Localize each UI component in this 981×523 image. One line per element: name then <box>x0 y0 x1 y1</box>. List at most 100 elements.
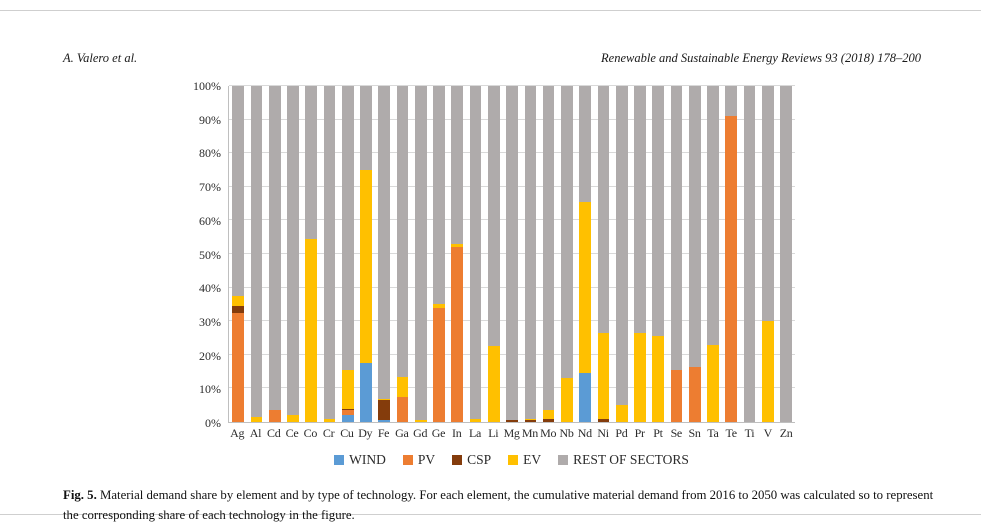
legend-swatch-icon <box>452 455 463 465</box>
bar-column-Pt <box>649 86 667 422</box>
bar-segment-ev <box>378 398 391 401</box>
y-tick-label: 30% <box>199 314 221 329</box>
bar-segment-rest-of-sectors <box>396 86 409 377</box>
bar-Te <box>725 86 738 422</box>
bar-Ni <box>597 86 610 422</box>
bar-Co <box>305 86 318 422</box>
bar-segment-rest-of-sectors <box>268 86 281 411</box>
y-tick-label: 90% <box>199 112 221 127</box>
bar-column-La <box>466 86 484 422</box>
bar-column-Mn <box>521 86 539 422</box>
bar-segment-ev <box>652 336 665 422</box>
bar-segment-wind <box>360 363 372 422</box>
x-tick-label-Li: Li <box>488 426 499 440</box>
bar-column-In <box>448 86 466 422</box>
bar-column-Ta <box>704 86 722 422</box>
x-tick-label-Ge: Ge <box>431 426 446 440</box>
bar-Fe <box>378 86 391 422</box>
bar-column-Zn <box>777 86 795 422</box>
legend-label: EV <box>523 452 542 467</box>
x-tick-label-Sn: Sn <box>688 426 701 440</box>
page-top-edge <box>0 10 981 11</box>
bar-segment-ev <box>579 201 592 374</box>
bar-segment-rest-of-sectors <box>597 86 610 333</box>
legend-label: REST OF SECTORS <box>573 452 689 467</box>
bar-segment-wind <box>341 415 354 422</box>
bar-column-Ce <box>284 86 302 422</box>
y-tick-label: 0% <box>205 416 221 430</box>
bar-Cr <box>323 86 336 422</box>
bar-segment-ev <box>433 304 445 308</box>
bar-segment-ev <box>597 332 610 419</box>
bar-column-Cr <box>320 86 338 422</box>
bar-Dy <box>360 86 372 422</box>
bar-segment-csp <box>232 306 244 313</box>
x-tick-label-Ce: Ce <box>285 426 299 440</box>
figure-caption: Fig. 5. Material demand share by element… <box>63 486 935 523</box>
bar-segment-rest-of-sectors <box>707 86 719 345</box>
legend-swatch-icon <box>558 455 569 465</box>
bar-Pt <box>652 86 665 422</box>
x-tick-label-Al: Al <box>249 426 262 440</box>
bar-segment-rest-of-sectors <box>451 86 464 244</box>
bar-segment-csp <box>341 408 354 411</box>
bar-segment-rest-of-sectors <box>414 86 427 421</box>
bar-segment-ev <box>323 418 336 422</box>
bar-segment-ev <box>561 378 573 422</box>
bar-segment-pv <box>725 116 738 422</box>
bar-segment-rest-of-sectors <box>561 86 573 379</box>
bar-segment-rest-of-sectors <box>433 86 445 305</box>
legend-swatch-icon <box>402 455 413 465</box>
bar-segment-rest-of-sectors <box>469 86 482 419</box>
bar-segment-rest-of-sectors <box>615 86 628 406</box>
bar-Ce <box>287 86 299 422</box>
bar-column-Cu <box>339 86 357 422</box>
bar-La <box>469 86 482 422</box>
bar-segment-ev <box>250 416 263 422</box>
bar-segment-wind <box>378 420 391 422</box>
bar-segment-pv <box>268 410 281 422</box>
bar-column-Fe <box>375 86 393 422</box>
y-tick-label: 70% <box>199 180 221 195</box>
x-tick-label-Cr: Cr <box>322 426 335 440</box>
bar-Ag <box>232 86 244 422</box>
bar-segment-ev <box>615 405 628 422</box>
bar-column-Pd <box>613 86 631 422</box>
bar-segment-ev <box>451 243 464 248</box>
x-tick-label-La: La <box>468 426 482 440</box>
legend-swatch-icon <box>334 455 345 465</box>
bar-Cu <box>341 86 354 422</box>
bar-column-Ni <box>594 86 612 422</box>
bar-segment-ev <box>341 369 354 409</box>
bar-segment-rest-of-sectors <box>250 86 263 417</box>
caption-text: Material demand share by element and by … <box>63 488 934 522</box>
bar-segment-ev <box>305 238 318 422</box>
bar-segment-rest-of-sectors <box>670 86 683 370</box>
bar-Ge <box>433 86 445 422</box>
bar-column-Mg <box>503 86 521 422</box>
bar-segment-pv <box>451 247 464 422</box>
bar-segment-ev <box>542 410 555 419</box>
bar-column-Li <box>485 86 503 422</box>
bar-Ga <box>396 86 409 422</box>
bar-segment-rest-of-sectors <box>725 86 738 117</box>
y-tick-label: 40% <box>199 281 221 296</box>
bar-Ti <box>743 86 756 422</box>
x-tick-label-Zn: Zn <box>779 426 793 440</box>
bar-segment-ev <box>414 420 427 422</box>
bar-segment-rest-of-sectors <box>743 86 756 422</box>
bar-segment-ev <box>524 418 537 421</box>
bar-Mn <box>524 86 537 422</box>
legend-label: PV <box>417 452 436 467</box>
bar-segment-csp <box>542 418 555 422</box>
header-authors: A. Valero et al. <box>63 51 138 65</box>
bar-column-Ti <box>740 86 758 422</box>
bar-segment-rest-of-sectors <box>323 86 336 419</box>
bar-segment-pv <box>341 410 354 416</box>
bar-segment-pv <box>433 307 445 422</box>
bar-segment-rest-of-sectors <box>524 86 537 419</box>
x-tick-label-Ta: Ta <box>707 426 719 440</box>
bar-segment-csp <box>378 400 391 421</box>
bar-Al <box>250 86 263 422</box>
bar-Nb <box>561 86 573 422</box>
